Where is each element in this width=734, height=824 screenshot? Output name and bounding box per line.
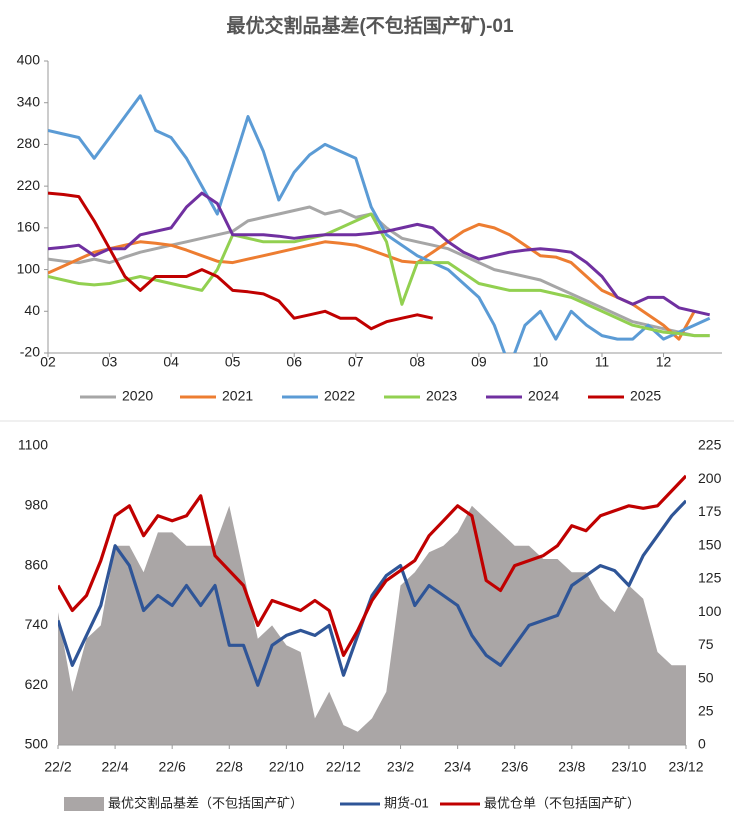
legend-label: 最优交割品基差（不包括国产矿） <box>108 795 303 810</box>
y2-tick-label: 125 <box>698 570 722 586</box>
y-tick-label: 740 <box>25 616 49 632</box>
y2-tick-label: 50 <box>698 669 714 685</box>
chart-title: 最优交割品基差(不包括国产矿)-01 <box>226 14 514 37</box>
y2-tick-label: 0 <box>698 736 706 752</box>
y-tick-label: 980 <box>25 497 49 513</box>
x-tick-label: 10 <box>533 354 549 370</box>
plot <box>48 94 711 353</box>
series-area <box>58 505 686 745</box>
legend-label: 期货-01 <box>384 795 429 810</box>
y2-tick-label: 75 <box>698 636 714 652</box>
legend-label: 2020 <box>122 388 153 404</box>
x-tick-label: 05 <box>225 354 241 370</box>
y-tick-label: 860 <box>25 556 49 572</box>
x-tick-label: 23/4 <box>444 759 471 775</box>
y-tick-label: 40 <box>24 302 40 318</box>
y2-tick-label: 25 <box>698 702 714 718</box>
x-tick-label: 02 <box>40 354 56 370</box>
legend-swatch <box>64 797 104 811</box>
y-tick-label: 220 <box>17 177 41 193</box>
y2-tick-label: 225 <box>698 437 722 453</box>
y-tick-label: 160 <box>17 219 41 235</box>
series-line <box>48 212 710 338</box>
x-tick-label: 03 <box>102 354 118 370</box>
y-tick-label: -20 <box>20 344 40 360</box>
x-tick-label: 22/12 <box>326 759 361 775</box>
y-tick-label: 340 <box>17 93 41 109</box>
series-line <box>48 222 696 341</box>
y2-tick-label: 200 <box>698 470 722 486</box>
legend-label: 2022 <box>324 388 355 404</box>
y2-tick-label: 175 <box>698 503 722 519</box>
x-tick-label: 22/6 <box>159 759 186 775</box>
x-tick-label: 08 <box>410 354 426 370</box>
x-tick-label: 22/2 <box>44 759 71 775</box>
legend-label: 2021 <box>222 388 253 404</box>
series-line <box>58 474 686 657</box>
x-tick-label: 04 <box>163 354 179 370</box>
x-tick-label: 23/12 <box>668 759 703 775</box>
legend-label: 2025 <box>630 388 661 404</box>
x-tick-label: 06 <box>286 354 302 370</box>
x-tick-label: 09 <box>471 354 487 370</box>
y-tick-label: 500 <box>25 736 49 752</box>
x-tick-label: 22/10 <box>269 759 304 775</box>
y-tick-label: 400 <box>17 52 41 68</box>
x-tick-label: 07 <box>348 354 364 370</box>
x-tick-label: 23/8 <box>558 759 585 775</box>
y-tick-label: 280 <box>17 135 41 151</box>
legend-label: 2024 <box>528 388 559 404</box>
series-line <box>48 94 711 353</box>
legend-label: 最优仓单（不包括国产矿） <box>484 795 640 810</box>
x-tick-label: 23/6 <box>501 759 528 775</box>
x-tick-label: 23/2 <box>387 759 414 775</box>
series-line <box>48 191 434 331</box>
plot <box>58 474 686 745</box>
x-tick-label: 12 <box>656 354 672 370</box>
series-line <box>58 499 686 687</box>
x-tick-label: 11 <box>595 354 610 370</box>
series-line <box>48 191 711 317</box>
x-tick-label: 23/10 <box>611 759 646 775</box>
x-tick-label: 22/8 <box>216 759 243 775</box>
y2-tick-label: 100 <box>698 603 722 619</box>
y-tick-label: 620 <box>25 676 49 692</box>
y-tick-label: 100 <box>17 260 41 276</box>
x-tick-label: 22/4 <box>101 759 128 775</box>
legend-label: 2023 <box>426 388 457 404</box>
y2-tick-label: 150 <box>698 536 722 552</box>
y-tick-label: 1100 <box>18 437 48 453</box>
